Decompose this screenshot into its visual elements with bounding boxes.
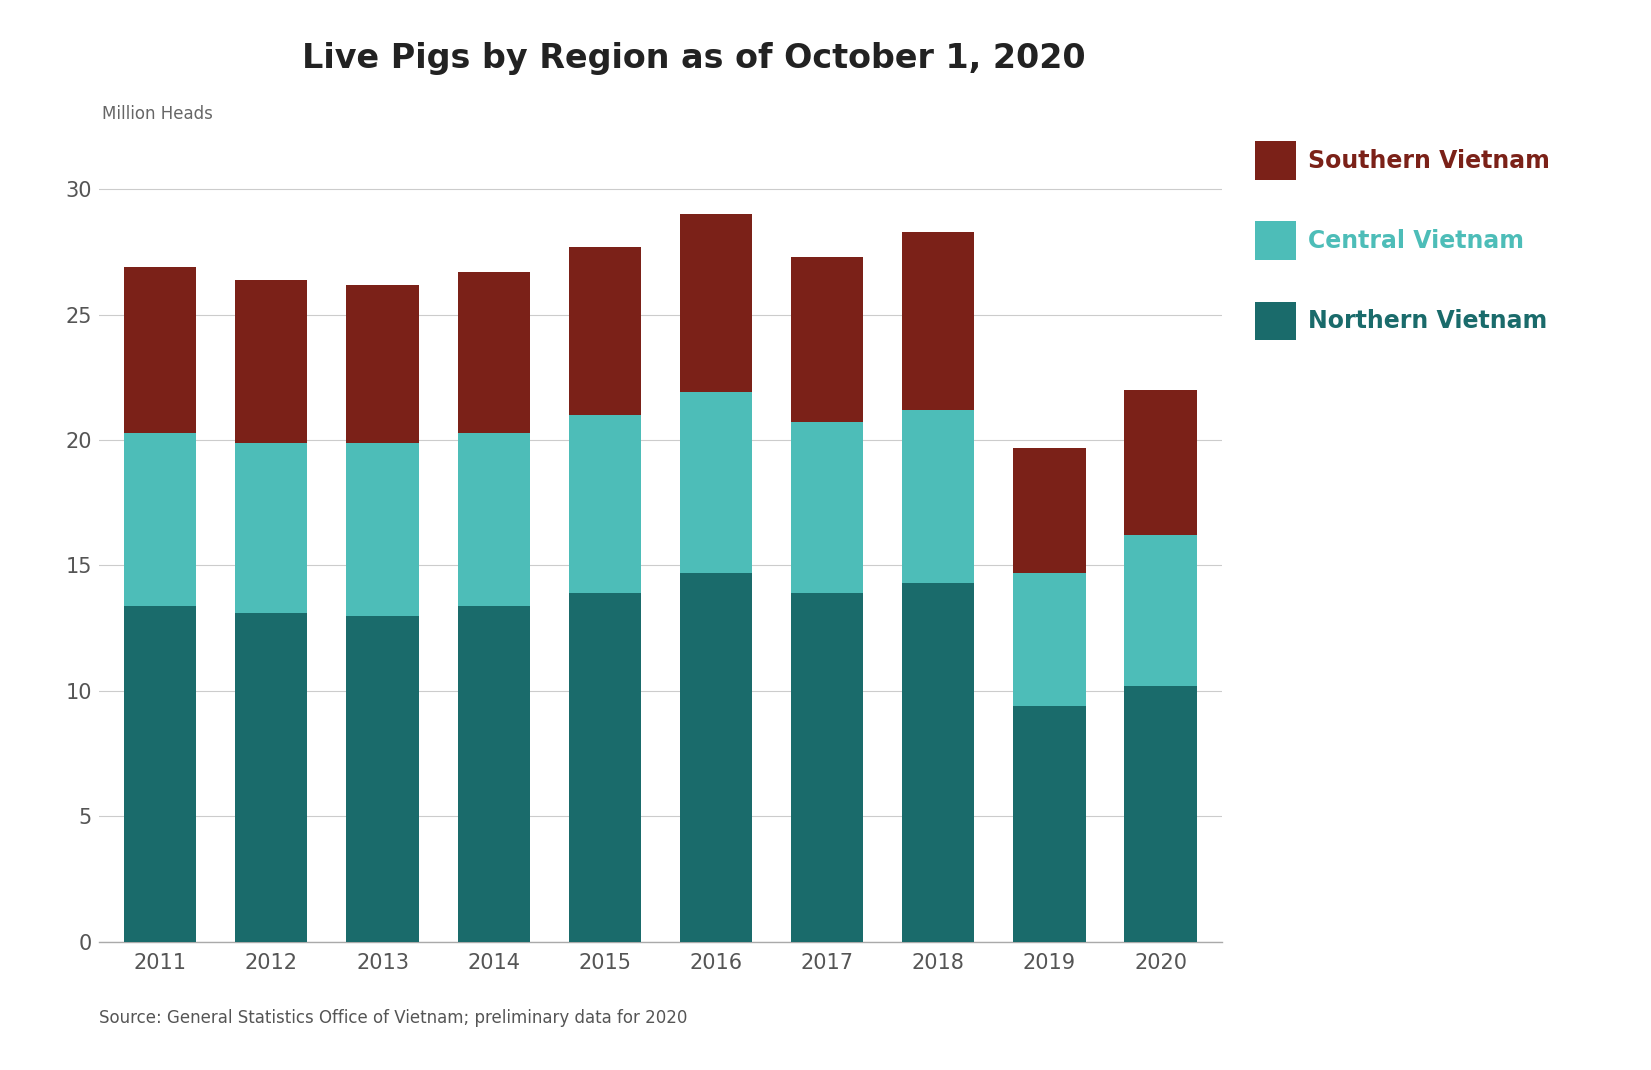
Text: Million Heads: Million Heads xyxy=(102,105,213,123)
Bar xyxy=(347,285,419,443)
Bar xyxy=(347,615,419,942)
Bar xyxy=(1014,447,1086,572)
Bar xyxy=(457,606,530,942)
Bar xyxy=(901,583,974,942)
Bar xyxy=(1014,706,1086,942)
Bar xyxy=(124,606,196,942)
Bar xyxy=(1014,572,1086,706)
Bar xyxy=(791,423,863,593)
Text: Northern Vietnam: Northern Vietnam xyxy=(1308,309,1547,333)
Bar xyxy=(680,572,753,942)
Bar xyxy=(1124,535,1197,686)
Bar xyxy=(457,272,530,432)
Bar xyxy=(457,432,530,606)
Bar xyxy=(901,410,974,583)
Bar xyxy=(901,232,974,410)
Bar xyxy=(791,257,863,423)
Bar xyxy=(1124,686,1197,942)
Bar xyxy=(234,613,307,942)
Text: Live Pigs by Region as of October 1, 2020: Live Pigs by Region as of October 1, 202… xyxy=(302,42,1085,75)
Bar xyxy=(568,593,641,942)
Bar xyxy=(680,393,753,572)
Text: Central Vietnam: Central Vietnam xyxy=(1308,229,1524,253)
Bar xyxy=(568,415,641,593)
Bar xyxy=(124,268,196,432)
Bar xyxy=(347,443,419,615)
Bar xyxy=(234,279,307,443)
Bar xyxy=(568,247,641,415)
Bar xyxy=(124,432,196,606)
Text: Source: General Statistics Office of Vietnam; preliminary data for 2020: Source: General Statistics Office of Vie… xyxy=(99,1009,687,1027)
Bar xyxy=(680,214,753,393)
Bar xyxy=(234,443,307,613)
Bar xyxy=(1124,389,1197,535)
Bar xyxy=(791,593,863,942)
Text: Southern Vietnam: Southern Vietnam xyxy=(1308,149,1550,172)
